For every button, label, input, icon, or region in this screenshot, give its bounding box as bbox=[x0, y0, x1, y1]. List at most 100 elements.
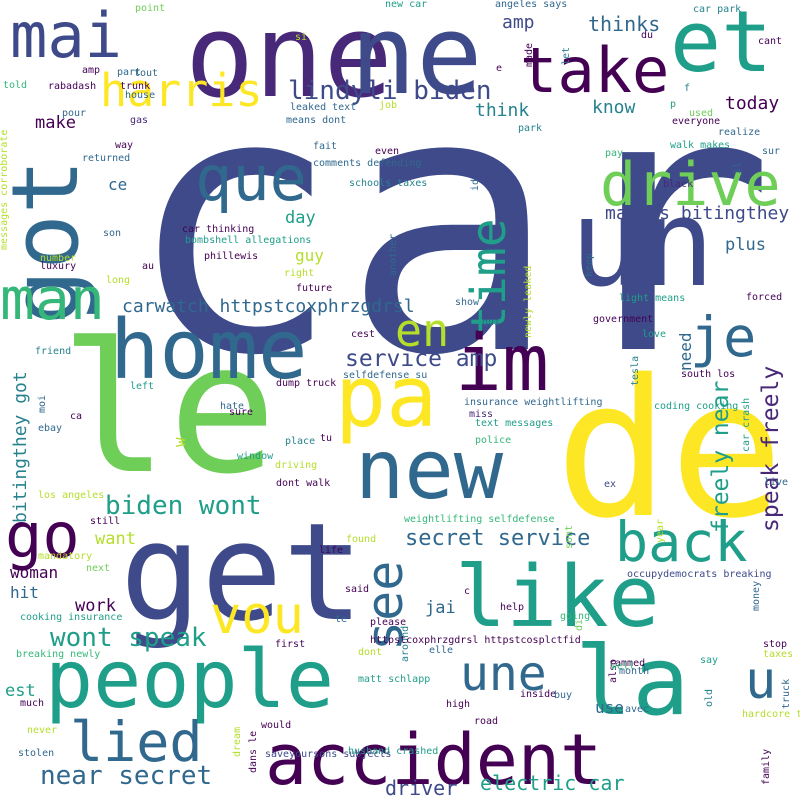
cloud-word: au bbox=[142, 261, 155, 272]
cloud-word: w bbox=[170, 437, 189, 447]
cloud-word: dont bbox=[358, 647, 383, 658]
cloud-word: south los bbox=[681, 369, 736, 380]
cloud-word: gas bbox=[130, 115, 149, 126]
cloud-word: phillewis bbox=[204, 251, 259, 262]
cloud-word: sont bbox=[564, 524, 575, 549]
cloud-word: hit bbox=[10, 583, 39, 602]
cloud-word: avec bbox=[625, 704, 650, 715]
cloud-word: occupydemocrats breaking bbox=[627, 569, 772, 580]
cloud-word: pa bbox=[335, 348, 438, 447]
cloud-word: left bbox=[130, 381, 155, 392]
cloud-word: amp bbox=[502, 12, 535, 33]
cloud-word: il bbox=[732, 161, 743, 174]
cloud-word: stop bbox=[763, 639, 788, 650]
cloud-word: woman bbox=[10, 563, 59, 582]
cloud-word: drive bbox=[600, 150, 781, 220]
cloud-word: bombshell allegations bbox=[185, 235, 312, 246]
cloud-word: un bbox=[570, 175, 715, 314]
cloud-word: home bbox=[110, 303, 308, 398]
cloud-word: driver bbox=[385, 776, 458, 800]
cloud-word: life bbox=[319, 545, 344, 556]
cloud-word: est bbox=[5, 681, 36, 701]
cloud-word: house bbox=[125, 90, 156, 101]
cloud-word: ebay bbox=[38, 423, 63, 434]
cloud-word: know bbox=[592, 97, 636, 118]
cloud-word: le bbox=[60, 305, 277, 514]
cloud-word: wont speak bbox=[50, 623, 207, 653]
cloud-word: harris bbox=[100, 64, 263, 117]
cloud-word: du bbox=[641, 30, 654, 41]
cloud-word: new car bbox=[385, 0, 428, 10]
cloud-word: near secret bbox=[40, 761, 213, 791]
cloud-word: job bbox=[379, 100, 398, 111]
cloud-word: much bbox=[20, 698, 45, 709]
cloud-word: dont walk bbox=[276, 478, 331, 489]
cloud-word: im bbox=[455, 319, 549, 409]
cloud-word: accident bbox=[265, 719, 603, 800]
cloud-word: take bbox=[520, 34, 670, 107]
cloud-word: mandatory bbox=[38, 551, 93, 562]
cloud-word: please bbox=[370, 617, 407, 628]
cloud-word: well bbox=[611, 661, 636, 672]
cloud-word: returned bbox=[82, 153, 131, 164]
cloud-word: road bbox=[474, 716, 499, 727]
cloud-word: old bbox=[704, 688, 715, 707]
cloud-word: month bbox=[619, 666, 650, 677]
cloud-word: today bbox=[725, 93, 780, 114]
cloud-word: want bbox=[95, 529, 136, 549]
cloud-word: dans le bbox=[248, 730, 259, 773]
cloud-word: show bbox=[455, 297, 480, 308]
cloud-word: place bbox=[285, 436, 316, 447]
cloud-word: first bbox=[275, 639, 306, 650]
cloud-word: said bbox=[345, 584, 370, 595]
cloud-word: los angeles bbox=[38, 490, 105, 501]
cloud-word: means dont bbox=[286, 115, 347, 126]
cloud-word: point bbox=[135, 3, 166, 14]
cloud-word: lied bbox=[70, 710, 203, 774]
cloud-word: even bbox=[375, 146, 400, 157]
cloud-word: everyone bbox=[672, 116, 721, 127]
cloud-word: id bbox=[470, 178, 481, 191]
cloud-word: e bbox=[496, 63, 503, 74]
cloud-word: need bbox=[676, 332, 695, 371]
cloud-word: help bbox=[500, 602, 525, 613]
cloud-word: car park bbox=[693, 4, 742, 15]
cloud-word: selfdefense su bbox=[343, 370, 428, 381]
cloud-word: truck bbox=[781, 678, 792, 709]
cloud-word: park bbox=[518, 123, 543, 134]
cloud-word: u bbox=[745, 651, 777, 711]
cloud-word: realize bbox=[718, 127, 761, 138]
cloud-word: httpstcoxphrzgdrsl httpstcosplctfid bbox=[370, 635, 581, 646]
cloud-word: pour bbox=[62, 108, 87, 119]
cloud-word: thinks bbox=[588, 12, 661, 36]
cloud-word: live bbox=[764, 477, 789, 488]
cloud-word: say bbox=[700, 655, 719, 666]
cloud-word: never bbox=[27, 725, 58, 736]
cloud-word: si bbox=[295, 32, 308, 43]
cloud-word: ex bbox=[604, 479, 617, 490]
cloud-word: et bbox=[670, 0, 773, 92]
cloud-word: love bbox=[642, 329, 667, 340]
cloud-word: police bbox=[475, 435, 512, 446]
cloud-word: driving bbox=[275, 460, 318, 471]
cloud-word: schools taxes bbox=[349, 178, 428, 189]
cloud-word: high bbox=[446, 699, 471, 710]
cloud-word: government bbox=[593, 314, 654, 325]
cloud-word: messages corroborate bbox=[0, 129, 10, 250]
cloud-word: weightlifting selfdefense bbox=[404, 514, 555, 525]
cloud-word: day bbox=[285, 208, 316, 228]
cloud-word: car bbox=[125, 15, 776, 434]
cloud-word: number bbox=[40, 253, 77, 264]
cloud-word: another bbox=[388, 233, 399, 276]
cloud-word: friend bbox=[35, 346, 72, 357]
cloud-word: tout bbox=[134, 68, 159, 79]
cloud-word: bitingthey got bbox=[10, 371, 31, 523]
cloud-word: moi bbox=[37, 394, 48, 413]
cloud-word: f bbox=[684, 83, 691, 94]
cloud-word: c bbox=[464, 586, 471, 597]
cloud-word: de bbox=[555, 339, 784, 560]
cloud-word: man bbox=[0, 265, 105, 333]
cloud-word: next bbox=[86, 563, 111, 574]
cloud-word: saveyoursons subjects bbox=[265, 749, 392, 760]
